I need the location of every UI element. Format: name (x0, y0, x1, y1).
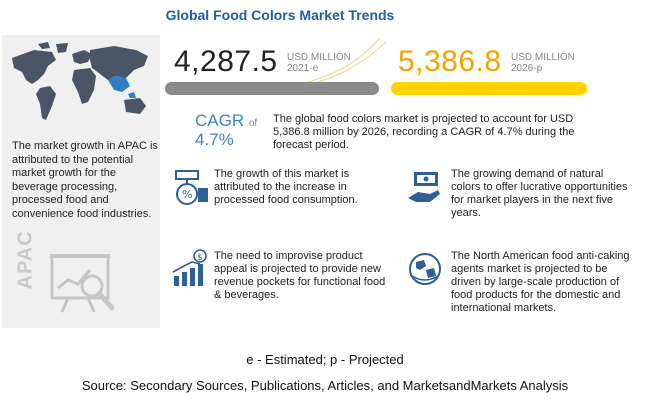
apac-vertical-label: APAC (14, 230, 37, 290)
analysis-magnifier-icon (50, 254, 115, 313)
svg-text:$: $ (197, 253, 203, 263)
card-text-1: The growth of this market is attributed … (214, 168, 358, 206)
bar-2026 (391, 82, 587, 95)
page-title: Global Food Colors Market Trends (165, 7, 395, 23)
market-value-2026: 5,386.8 (398, 45, 502, 78)
cagr-label: CAGR of (195, 111, 257, 131)
market-summary: The global food colors market is project… (273, 113, 575, 151)
svg-text:%: % (182, 188, 192, 201)
card-text-3: The need to improvise product appeal is … (214, 250, 386, 301)
cagr-value: 4.7% (195, 130, 234, 149)
money-hand-icon (408, 172, 440, 202)
unit-2021: USD MILLION (287, 52, 351, 63)
cagr-word: CAGR (195, 111, 245, 130)
bar-2021 (165, 82, 379, 95)
source-note: Source: Secondary Sources, Publications,… (81, 378, 569, 393)
unit-2026: USD MILLION (511, 52, 575, 63)
globe-icon (409, 253, 441, 285)
percent-money-icon: % (175, 170, 208, 205)
growth-chart-icon: $ (172, 249, 207, 286)
world-map-icon (12, 42, 148, 120)
card-text-2: The growing demand of natural colors to … (451, 168, 628, 219)
cagr-of: of (248, 118, 258, 129)
apac-growth-text: The market growth in APAC is attributed … (12, 140, 158, 220)
card-text-4: The North American food anti-caking agen… (451, 250, 630, 314)
year-2026: 2026-p (511, 63, 543, 74)
market-value-2021: 4,287.5 (174, 45, 278, 78)
estimate-note: e - Estimated; p - Projected (246, 352, 404, 367)
year-2021: 2021-e (287, 63, 319, 74)
